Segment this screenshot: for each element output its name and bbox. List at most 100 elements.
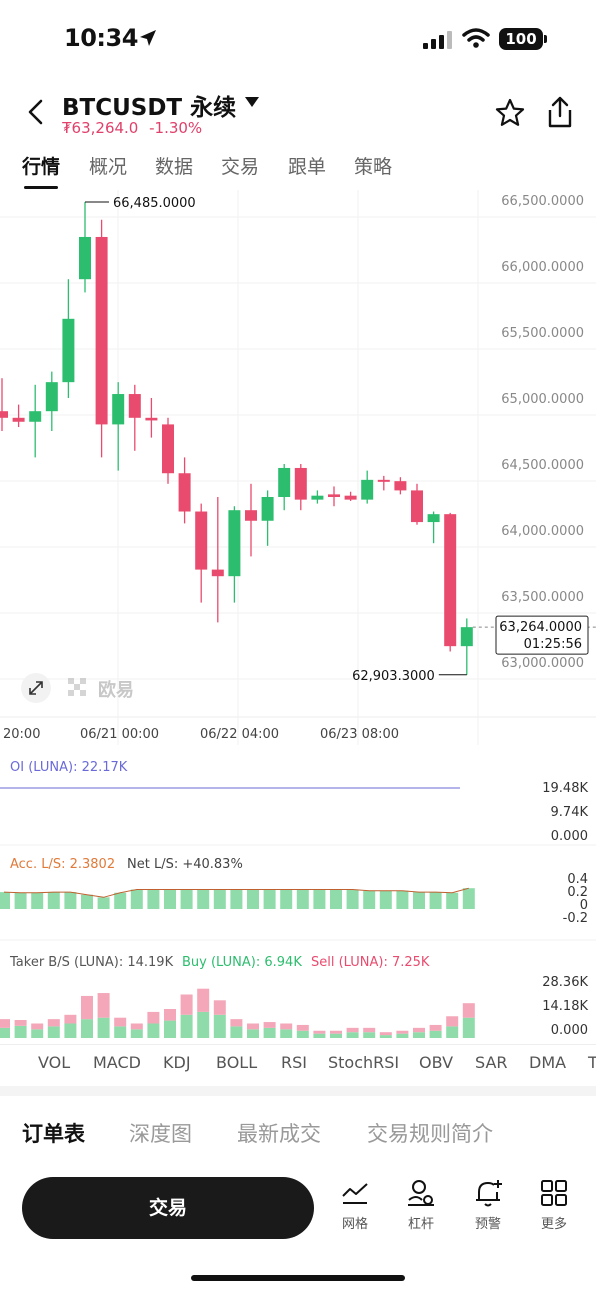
- grid-tool-label: 网格: [341, 1217, 368, 1232]
- taker-sell-bar: [429, 1024, 442, 1031]
- cellular-signal-icon: [423, 31, 452, 49]
- taker-buy-bar: [330, 1033, 342, 1038]
- acc-bar: [313, 889, 326, 909]
- acc-bar: [64, 892, 77, 909]
- candle-body: [278, 467, 291, 497]
- star-icon[interactable]: [494, 97, 526, 129]
- tab-trade[interactable]: 交易: [221, 156, 260, 178]
- taker-sell-bar: [47, 1019, 60, 1027]
- ind-tab-t[interactable]: T: [588, 1053, 596, 1072]
- alert-tool[interactable]: 预警: [463, 1178, 513, 1232]
- acc-tick-1: 0.2: [567, 885, 588, 900]
- acc-bar: [429, 892, 442, 909]
- leverage-tool[interactable]: 杠杆: [396, 1178, 446, 1232]
- candles: [0, 201, 473, 675]
- more-tool-label: 更多: [540, 1217, 567, 1232]
- candle-body: [0, 411, 8, 418]
- candle-body: [211, 569, 224, 577]
- y-tick-label: 66,000.0000: [501, 260, 584, 275]
- taker-sell-bar: [296, 1024, 309, 1031]
- home-indicator: [191, 1275, 405, 1281]
- oi-tick-2: 0.000: [551, 829, 588, 844]
- ind-tab-macd[interactable]: MACD: [93, 1053, 141, 1072]
- candle-body: [328, 494, 340, 497]
- acc-bar: [396, 890, 409, 909]
- taker-sell-bar: [164, 1009, 176, 1021]
- candle-body: [444, 514, 457, 647]
- ind-tab-sar[interactable]: SAR: [475, 1053, 508, 1072]
- taker-buy-bar: [213, 1014, 226, 1038]
- tab-depth[interactable]: 深度图: [129, 1122, 192, 1146]
- tab-strategy[interactable]: 策略: [354, 156, 393, 178]
- tab-trading-rules[interactable]: 交易规则简介: [367, 1122, 493, 1146]
- caret-down-icon[interactable]: [244, 96, 260, 108]
- taker-buy-bar: [296, 1030, 309, 1038]
- acc-bar: [446, 892, 459, 909]
- candle-body: [394, 481, 407, 491]
- taker-label: Taker B/S (LUNA): 14.19K: [9, 955, 174, 970]
- acc-bar: [47, 892, 60, 909]
- tab-data[interactable]: 数据: [155, 156, 194, 178]
- acc-line: [3, 887, 469, 898]
- oi-label: OI (LUNA): 22.17K: [10, 760, 128, 775]
- ind-tab-dma[interactable]: DMA: [529, 1053, 567, 1072]
- ind-tab-vol[interactable]: VOL: [38, 1053, 71, 1072]
- taker-sell-bar: [247, 1023, 259, 1030]
- candle-body: [29, 411, 42, 422]
- candle-body: [311, 495, 324, 500]
- share-icon[interactable]: [544, 95, 576, 129]
- ind-tab-boll[interactable]: BOLL: [216, 1053, 258, 1072]
- acc-bar: [330, 889, 342, 909]
- pair-title[interactable]: BTCUSDT 永续: [62, 95, 237, 121]
- battery-tip: [544, 35, 547, 43]
- x-tick-label: 20:00: [3, 727, 40, 742]
- indicator-panels[interactable]: OI (LUNA): 22.17K 19.48K 9.74K 0.000 Acc…: [0, 752, 596, 1044]
- taker-buy-bar: [396, 1033, 409, 1038]
- acc-bar: [280, 889, 293, 909]
- acc-bar: [14, 892, 27, 909]
- taker-tick-1: 14.18K: [542, 999, 588, 1014]
- trade-button[interactable]: 交易: [22, 1177, 314, 1239]
- acc-bar: [379, 890, 392, 909]
- taker-sell-bar: [346, 1027, 359, 1033]
- candle-body: [112, 394, 125, 425]
- candle-body: [45, 382, 58, 412]
- more-tool[interactable]: 更多: [529, 1178, 579, 1232]
- last-price: ₮63,264.0: [62, 119, 139, 137]
- taker-buy-bar: [180, 1014, 193, 1038]
- taker-sell-bar: [81, 995, 93, 1020]
- y-tick-label: 65,000.0000: [501, 392, 584, 407]
- ind-tab-rsi[interactable]: RSI: [281, 1053, 307, 1072]
- y-tick-label: 63,000.0000: [501, 656, 584, 671]
- acc-bar: [363, 890, 376, 909]
- tab-copy[interactable]: 跟单: [288, 156, 327, 178]
- ind-tab-stochrsi[interactable]: StochRSI: [328, 1053, 400, 1072]
- y-tick-label: 66,500.0000: [501, 194, 584, 209]
- low-label: 62,903.3000: [352, 669, 435, 684]
- expand-icon: [21, 673, 51, 703]
- taker-sell-bar: [213, 1000, 226, 1015]
- leverage-icon: [408, 1180, 434, 1206]
- wifi-icon: [462, 28, 490, 48]
- taker-sell-bar: [413, 1027, 425, 1033]
- taker-buy-bar: [446, 1026, 459, 1038]
- acc-bar: [346, 889, 359, 909]
- tab-market[interactable]: 行情: [22, 156, 61, 178]
- taker-tick-0: 28.36K: [542, 975, 588, 990]
- acc-bar: [296, 889, 309, 909]
- ind-tab-obv[interactable]: OBV: [419, 1053, 454, 1072]
- taker-buy-bar: [31, 1029, 44, 1038]
- ind-tab-kdj[interactable]: KDJ: [163, 1053, 191, 1072]
- taker-sell-bar: [180, 994, 193, 1015]
- tab-latest-trades[interactable]: 最新成交: [237, 1122, 321, 1146]
- tab-orderbook[interactable]: 订单表: [22, 1122, 85, 1146]
- back-arrow-icon[interactable]: [22, 98, 50, 126]
- candle-body: [361, 479, 374, 500]
- taker-sell-bar: [446, 1016, 459, 1027]
- bell-plus-icon: [476, 1180, 502, 1207]
- grid-tool[interactable]: 网格: [330, 1178, 380, 1232]
- candlestick-chart[interactable]: 66,500.0000 66,000.0000 65,500.0000 65,000.…: [0, 190, 596, 745]
- y-tick-label: 65,500.0000: [501, 326, 584, 341]
- tab-overview[interactable]: 概况: [89, 156, 128, 178]
- acc-bar: [247, 889, 259, 909]
